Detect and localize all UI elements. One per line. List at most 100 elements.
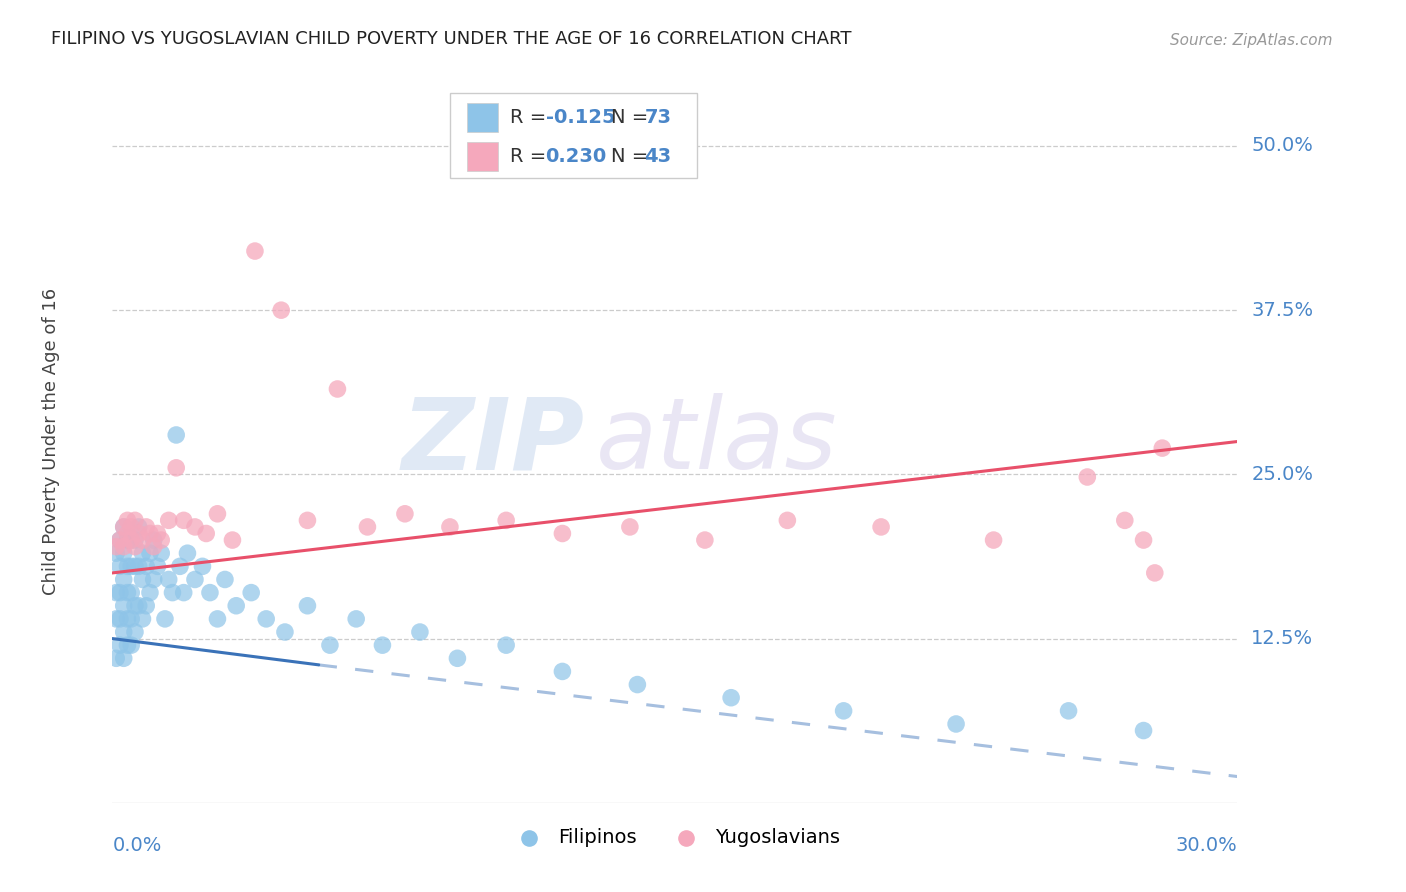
Point <box>551 526 574 541</box>
Point <box>124 540 146 554</box>
FancyBboxPatch shape <box>467 142 498 170</box>
Point <box>117 638 139 652</box>
Point <box>120 533 142 547</box>
Point <box>1152 441 1174 455</box>
Point <box>108 533 131 547</box>
Point <box>108 559 131 574</box>
Point <box>870 520 893 534</box>
Point <box>142 533 165 547</box>
Point <box>162 585 184 599</box>
Point <box>105 585 128 599</box>
Text: N =: N = <box>610 147 654 166</box>
Point <box>356 520 378 534</box>
Point <box>128 520 150 534</box>
Point <box>157 573 180 587</box>
Text: 25.0%: 25.0% <box>1251 465 1313 483</box>
Point <box>120 520 142 534</box>
Point <box>198 585 221 599</box>
Point <box>139 546 162 560</box>
Point <box>135 599 157 613</box>
Point <box>165 460 187 475</box>
Point <box>254 612 277 626</box>
Point <box>297 513 319 527</box>
Point <box>214 573 236 587</box>
Point <box>191 559 214 574</box>
Point <box>124 599 146 613</box>
Point <box>1132 723 1154 738</box>
Text: atlas: atlas <box>596 393 838 490</box>
Text: 30.0%: 30.0% <box>1175 836 1237 855</box>
Text: R =: R = <box>509 147 553 166</box>
Point <box>105 651 128 665</box>
Text: N =: N = <box>610 108 654 127</box>
Point <box>124 533 146 547</box>
Point <box>112 625 135 640</box>
Point <box>243 244 266 258</box>
Point <box>131 546 153 560</box>
Point <box>146 559 169 574</box>
Point <box>120 559 142 574</box>
Point <box>142 540 165 554</box>
Legend: Filipinos, Yugoslavians: Filipinos, Yugoslavians <box>502 820 848 855</box>
Point <box>117 526 139 541</box>
Point <box>165 428 187 442</box>
Point <box>983 533 1005 547</box>
Point <box>1076 470 1098 484</box>
Point <box>131 612 153 626</box>
Point <box>128 599 150 613</box>
Point <box>124 513 146 527</box>
Point <box>207 507 229 521</box>
Point <box>225 599 247 613</box>
Point <box>112 520 135 534</box>
Text: -0.125: -0.125 <box>546 108 616 127</box>
Point <box>371 638 394 652</box>
Point <box>319 638 342 652</box>
Point <box>173 513 195 527</box>
Point <box>117 585 139 599</box>
FancyBboxPatch shape <box>450 93 697 178</box>
Point <box>176 546 198 560</box>
Point <box>776 513 799 527</box>
Point <box>120 612 142 626</box>
Point <box>626 677 648 691</box>
Point <box>112 573 135 587</box>
Text: Child Poverty Under the Age of 16: Child Poverty Under the Age of 16 <box>42 288 59 595</box>
Point <box>112 599 135 613</box>
Point <box>551 665 574 679</box>
Point <box>117 559 139 574</box>
Point <box>157 513 180 527</box>
Point <box>394 507 416 521</box>
FancyBboxPatch shape <box>467 103 498 132</box>
Point <box>112 651 135 665</box>
Point <box>112 546 135 560</box>
Text: 0.230: 0.230 <box>546 147 607 166</box>
Point <box>139 585 162 599</box>
Point <box>326 382 349 396</box>
Point <box>146 526 169 541</box>
Text: 12.5%: 12.5% <box>1251 629 1313 648</box>
Point <box>108 612 131 626</box>
Point <box>112 540 135 554</box>
Point <box>105 540 128 554</box>
Point <box>112 520 135 534</box>
Point <box>124 625 146 640</box>
Point <box>128 559 150 574</box>
Point <box>124 559 146 574</box>
Point <box>135 520 157 534</box>
Point <box>150 533 173 547</box>
Point <box>274 625 297 640</box>
Point <box>139 526 162 541</box>
Point <box>120 638 142 652</box>
Text: FILIPINO VS YUGOSLAVIAN CHILD POVERTY UNDER THE AGE OF 16 CORRELATION CHART: FILIPINO VS YUGOSLAVIAN CHILD POVERTY UN… <box>51 29 851 48</box>
Point <box>619 520 641 534</box>
Text: 37.5%: 37.5% <box>1251 301 1313 319</box>
Point <box>1143 566 1166 580</box>
Point <box>142 573 165 587</box>
Text: 73: 73 <box>644 108 672 127</box>
Point <box>495 638 517 652</box>
Point <box>270 303 292 318</box>
Point <box>108 585 131 599</box>
Point <box>1114 513 1136 527</box>
Point <box>108 638 131 652</box>
Point <box>409 625 432 640</box>
